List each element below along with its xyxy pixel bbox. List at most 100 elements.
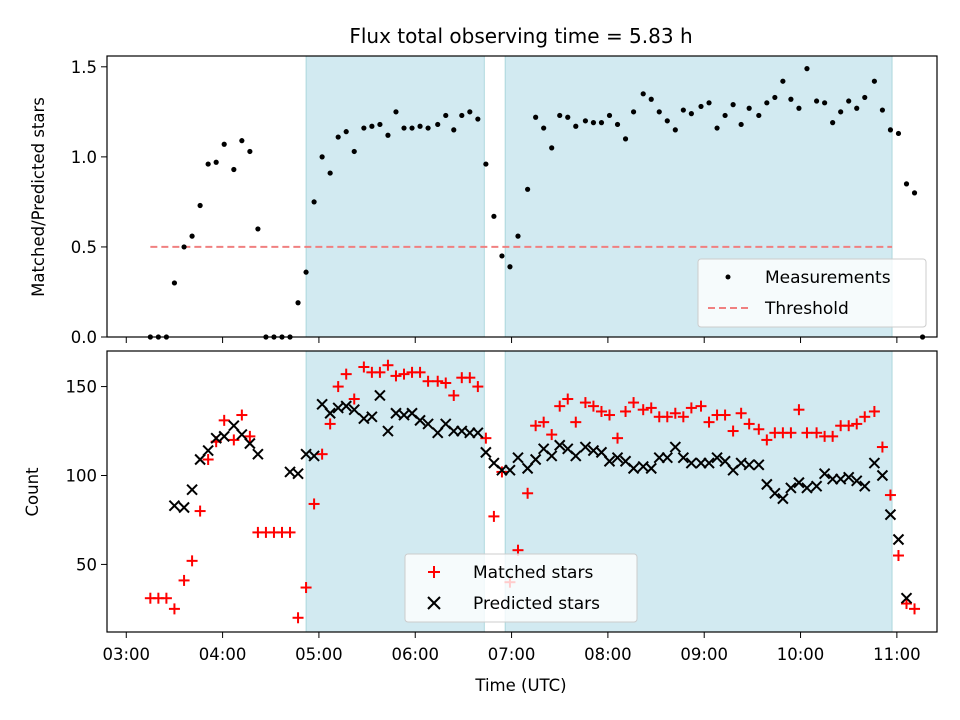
y-tick-label: 1.0	[71, 148, 97, 167]
matched-star-marker	[194, 505, 206, 517]
measurement-point	[335, 134, 341, 140]
measurement-point	[557, 112, 563, 119]
top-y-ticks: 0.0 0.5 1.0 1.5	[71, 58, 107, 347]
measurement-point	[549, 145, 555, 151]
predicted-star-marker	[422, 418, 434, 430]
matched-star-marker	[414, 366, 426, 378]
matched-star-marker	[620, 405, 632, 417]
matched-star-marker	[236, 409, 248, 421]
predicted-star-marker	[545, 450, 558, 462]
matched-star-marker	[669, 407, 681, 419]
predicted-star-marker	[236, 428, 248, 441]
matched-star-marker	[612, 432, 624, 444]
measurement-point	[221, 141, 227, 147]
predicted-star-marker	[769, 487, 781, 499]
matched-star-marker	[160, 592, 172, 604]
measurement-point	[197, 202, 203, 209]
predicted-star-marker	[554, 439, 566, 451]
measurement-point	[459, 112, 465, 119]
measurement-point	[698, 103, 704, 110]
legend-measurements-label: Measurements	[765, 268, 891, 288]
measurement-point	[664, 118, 670, 124]
matched-star-marker	[843, 420, 855, 432]
measurement-point	[541, 125, 547, 131]
measurement-point	[672, 127, 678, 133]
x-tick-label: 04:00	[199, 645, 247, 664]
measurement-point	[656, 109, 662, 115]
predicted-star-marker	[661, 452, 673, 464]
matched-star-marker	[876, 441, 888, 453]
bottom-y-ticks: 50 100 150	[66, 378, 107, 574]
predicted-star-marker	[570, 450, 582, 462]
predicted-star-marker	[851, 475, 863, 487]
predicted-star-marker	[868, 457, 881, 469]
matched-star-marker	[892, 550, 904, 562]
top-plot-frame	[106, 55, 938, 338]
predicted-star-marker	[244, 437, 256, 450]
measurement-point	[499, 253, 505, 259]
matched-star-marker	[186, 555, 198, 567]
measurement-point	[295, 300, 301, 306]
matched-star-marker	[340, 368, 352, 380]
predicted-star-marker	[194, 453, 206, 466]
matched-star-marker	[884, 489, 896, 501]
predicted-star-marker	[842, 471, 855, 483]
matched-star-marker	[546, 429, 558, 441]
matched-stars-points	[144, 359, 921, 624]
matched-star-marker	[448, 389, 460, 401]
matched-star-marker	[292, 612, 304, 624]
measurement-point	[385, 132, 391, 138]
y-tick-label: 1.5	[71, 58, 97, 77]
matched-star-marker	[587, 400, 599, 412]
measurement-point	[879, 107, 886, 113]
measurement-point	[205, 161, 211, 167]
bottom-legend: Matched stars Predicted stars	[404, 553, 638, 623]
measurement-point	[303, 269, 309, 275]
matched-star-marker	[743, 418, 755, 430]
legend-predicted-marker	[427, 596, 441, 610]
measurement-point	[327, 170, 333, 176]
measurement-point	[764, 100, 770, 106]
top-x-ticks	[125, 337, 898, 343]
matched-star-marker	[677, 411, 689, 423]
measurement-point	[640, 91, 646, 97]
measurements-points	[147, 66, 926, 340]
predicted-star-marker	[892, 533, 905, 546]
predicted-star-marker	[324, 407, 336, 419]
matched-star-marker	[868, 405, 880, 417]
matched-star-marker	[719, 409, 731, 421]
predicted-star-marker	[761, 478, 773, 491]
predicted-star-marker	[512, 452, 524, 464]
measurement-point	[491, 213, 497, 219]
measurement-point	[788, 96, 794, 102]
predicted-star-marker	[793, 476, 805, 489]
matched-star-marker	[308, 498, 320, 510]
x-tick-label: 08:00	[584, 645, 632, 664]
x-tick-label: 09:00	[680, 645, 728, 664]
predicted-stars-points	[168, 389, 913, 604]
measurement-point	[189, 233, 195, 239]
measurement-point	[451, 127, 457, 133]
matched-star-marker	[645, 402, 657, 414]
predicted-star-marker	[876, 469, 889, 482]
matched-star-marker	[703, 416, 715, 428]
matched-star-marker	[562, 393, 574, 405]
predicted-star-marker	[884, 508, 897, 521]
predicted-star-marker	[777, 492, 789, 505]
predicted-star-marker	[703, 457, 715, 469]
y-tick-label: 0.0	[71, 328, 97, 347]
top-y-axis-label: Matched/Predicted stars	[29, 97, 48, 297]
measurement-point	[830, 120, 836, 126]
matched-star-marker	[538, 416, 550, 428]
matched-star-marker	[202, 453, 214, 465]
measurement-point	[417, 123, 423, 129]
matched-star-marker	[432, 375, 444, 387]
measurement-point	[573, 123, 579, 129]
matched-star-marker	[785, 427, 797, 439]
measurement-point	[343, 129, 349, 135]
matched-star-marker	[579, 397, 591, 409]
x-tick-label: 10:00	[777, 645, 825, 664]
measurement-point	[361, 125, 367, 131]
measurement-point	[565, 114, 571, 120]
measurement-point	[606, 112, 613, 119]
